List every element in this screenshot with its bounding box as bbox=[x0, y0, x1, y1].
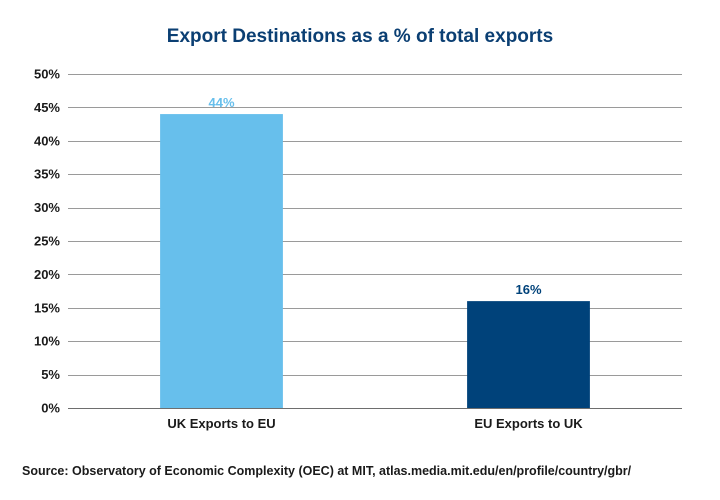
x-axis-categories: UK Exports to EU EU Exports to UK bbox=[167, 416, 583, 431]
y-tick-label: 45% bbox=[34, 100, 60, 115]
data-labels: 44% 16% bbox=[208, 95, 541, 297]
y-tick-label: 20% bbox=[34, 267, 60, 282]
data-label: 16% bbox=[515, 282, 541, 297]
bar bbox=[160, 114, 283, 408]
y-axis-ticks: 0% 5% 10% 15% 20% 25% 30% 35% 40% 45% 50% bbox=[34, 67, 60, 416]
y-tick-label: 0% bbox=[41, 401, 60, 416]
data-label: 44% bbox=[208, 95, 234, 110]
y-tick-label: 15% bbox=[34, 300, 60, 315]
bars bbox=[160, 114, 590, 408]
chart-title: Export Destinations as a % of total expo… bbox=[167, 26, 553, 47]
source-note: Source: Observatory of Economic Complexi… bbox=[22, 464, 632, 478]
y-tick-label: 10% bbox=[34, 334, 60, 349]
y-tick-label: 35% bbox=[34, 167, 60, 182]
x-category-label: UK Exports to EU bbox=[167, 416, 275, 431]
x-category-label: EU Exports to UK bbox=[474, 416, 583, 431]
y-tick-label: 50% bbox=[34, 67, 60, 82]
y-tick-label: 30% bbox=[34, 200, 60, 215]
y-tick-label: 5% bbox=[41, 367, 60, 382]
y-tick-label: 40% bbox=[34, 133, 60, 148]
bar bbox=[467, 301, 590, 408]
y-tick-label: 25% bbox=[34, 234, 60, 249]
